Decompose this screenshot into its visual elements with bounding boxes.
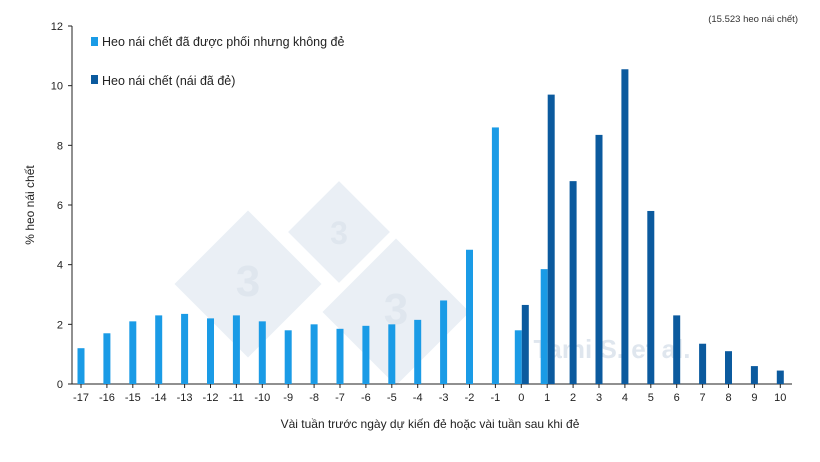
bar-series-1-cat-8 [725,351,732,384]
bar-series-1-cat-10 [776,370,784,384]
x-tick-label: -15 [125,392,141,404]
x-tick-label: -14 [151,392,167,404]
watermark-text: Tami S. et al. [533,334,690,364]
y-tick-label: 0 [57,379,63,391]
x-tick-label: 10 [774,392,786,404]
bar-series-0-cat--14 [155,315,163,384]
bar-series-1-cat-2 [569,181,577,384]
bar-series-1-cat-3 [595,134,603,384]
x-tick-label: -7 [335,392,345,404]
x-tick-label: 8 [725,392,731,404]
bar-series-1-cat-1 [547,94,555,384]
bar-series-0-cat--8 [310,324,318,384]
x-tick-label: -6 [361,392,371,404]
x-tick-label: -3 [439,392,449,404]
x-tick-label: -2 [465,392,475,404]
x-tick-label: -1 [491,392,501,404]
y-tick-label: 12 [51,21,63,33]
bar-series-0-cat--9 [284,330,292,384]
x-tick-label: -12 [203,392,219,404]
bar-series-0-cat--12 [207,318,214,384]
watermark-diamond-right [322,238,470,386]
bar-series-0-cat--2 [466,249,473,384]
x-tick-label: 2 [570,392,576,404]
x-tick-label: -17 [73,392,89,404]
bar-series-0-cat--13 [181,313,189,384]
watermark-diamond-top [288,181,390,283]
bar-series-0-cat--4 [414,319,422,384]
bar-series-0-cat--1 [491,127,499,384]
x-tick-label: -4 [413,392,423,404]
y-tick-label: 2 [57,319,63,331]
y-tick-label: 6 [57,200,63,212]
x-tick-label: 4 [622,392,628,404]
watermark-digit-top: 3 [330,215,348,251]
y-axis-title: % heo nái chết [23,165,37,245]
watermark-digit-left: 3 [236,257,260,306]
y-ticks: 0 2 4 6 8 10 12 [51,21,72,391]
bars [77,69,784,384]
bar-series-1-cat-6 [673,315,681,384]
x-tick-label: -10 [254,392,270,404]
x-tick-label: 3 [596,392,602,404]
x-tick-label: 5 [648,392,654,404]
y-tick-label: 8 [57,140,63,152]
y-tick-label: 10 [51,81,63,93]
bar-series-1-cat-7 [699,343,707,384]
x-tick-label: 9 [751,392,757,404]
x-tick-label: 1 [544,392,550,404]
bar-series-0-cat--11 [232,315,240,384]
bar-series-0-cat--3 [440,300,448,384]
bar-series-1-cat-9 [750,366,758,384]
bar-series-0-cat--6 [362,325,370,384]
chart-note: (15.523 heo nái chết) [708,14,798,25]
legend-swatch-series-1 [91,75,98,84]
bar-series-0-cat--16 [103,333,111,384]
x-tick-label: -11 [229,392,244,404]
bar-series-0-cat--5 [388,324,396,384]
x-tick-label: -9 [283,392,293,404]
bar-series-0-cat-0 [514,330,522,384]
x-axis-title: Vài tuần trước ngày dự kiến đẻ hoặc vài … [281,417,580,431]
x-tick-label: -8 [309,392,319,404]
bar-series-1-cat-5 [647,210,655,384]
y-tick-label: 4 [57,260,63,272]
x-tick-label: 6 [674,392,680,404]
x-tick-label: -5 [387,392,397,404]
watermark: 3 3 3 Tami S. et al. [174,181,691,386]
bar-series-1-cat-0 [521,304,529,384]
legend-swatch-series-0 [91,37,98,46]
x-tick-label: -13 [177,392,193,404]
legend: Heo nái chết đã được phối nhưng không đẻ… [91,35,345,88]
bar-series-0-cat--7 [336,328,344,384]
bar-series-0-cat--15 [129,321,137,384]
legend-label-series-1: Heo nái chết (nái đã đẻ) [102,74,235,88]
x-tick-label: -16 [99,392,115,404]
watermark-digit-right: 3 [384,285,408,334]
bar-series-0-cat--17 [77,348,85,384]
bar-series-0-cat-1 [540,269,548,384]
x-tick-label: 7 [700,392,706,404]
legend-label-series-0: Heo nái chết đã được phối nhưng không đẻ [102,35,345,49]
bar-series-1-cat-4 [621,69,629,384]
bar-series-0-cat--10 [258,321,266,384]
x-ticks: -17 -16 -15 -14 -13 -12 -11 -10 -9 -8 -7 -6 -5 -4 -3 -2… [73,384,786,404]
x-tick-label: 0 [518,392,524,404]
